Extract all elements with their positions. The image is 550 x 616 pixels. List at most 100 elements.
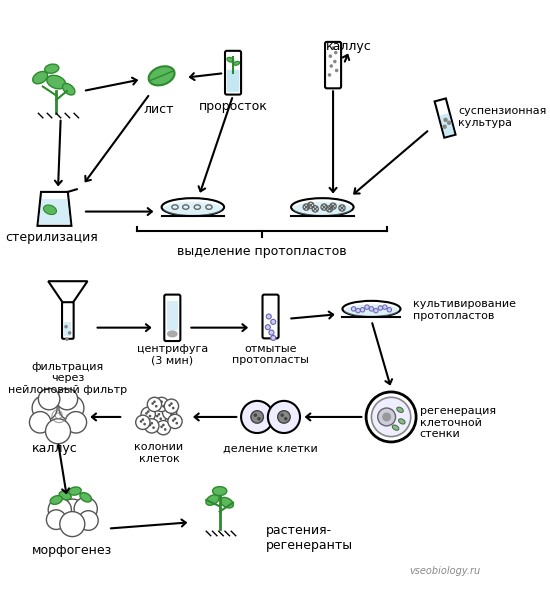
Circle shape [48,498,72,521]
Text: каллус: каллус [326,40,372,53]
Circle shape [32,395,57,421]
Circle shape [148,415,151,418]
Circle shape [145,412,148,415]
Circle shape [266,314,271,319]
Ellipse shape [162,198,224,216]
Text: морфогенез: морфогенез [32,544,112,557]
Circle shape [366,392,416,442]
Circle shape [378,306,383,310]
Ellipse shape [167,330,178,338]
Circle shape [145,419,159,433]
FancyBboxPatch shape [164,294,180,341]
Circle shape [170,413,173,416]
Circle shape [269,330,274,335]
Circle shape [351,307,356,311]
Ellipse shape [206,495,219,505]
Ellipse shape [148,67,174,86]
Polygon shape [64,322,72,336]
Ellipse shape [80,493,91,502]
Ellipse shape [59,491,71,500]
Text: отмытые
протопласты: отмытые протопласты [232,344,309,365]
Circle shape [271,319,276,325]
Circle shape [151,422,153,424]
Circle shape [74,497,97,521]
Circle shape [168,415,182,429]
Text: лист: лист [144,103,174,116]
Circle shape [373,309,378,313]
Circle shape [153,400,156,403]
Circle shape [257,417,261,421]
Text: выделение протопластов: выделение протопластов [177,246,346,259]
Circle shape [140,420,142,423]
Circle shape [443,118,448,122]
Circle shape [79,511,98,530]
Text: центрифуга
(3 мин): центрифуга (3 мин) [137,344,208,365]
Circle shape [172,407,174,410]
Circle shape [284,417,288,421]
Text: каллус: каллус [31,442,78,455]
Text: регенерация
клеточной
стенки: регенерация клеточной стенки [420,406,496,439]
FancyBboxPatch shape [227,70,239,92]
Circle shape [156,421,170,435]
Circle shape [365,305,369,309]
Circle shape [442,124,447,129]
Circle shape [147,397,162,411]
Circle shape [371,397,411,437]
FancyBboxPatch shape [262,294,279,338]
Circle shape [60,512,85,537]
Text: суспензионная
культура: суспензионная культура [458,106,547,128]
Ellipse shape [50,496,62,505]
Circle shape [268,401,300,433]
Circle shape [58,499,86,528]
Circle shape [147,410,150,413]
Polygon shape [167,301,178,330]
FancyBboxPatch shape [225,51,241,95]
Circle shape [335,68,338,72]
Ellipse shape [227,57,234,62]
Circle shape [164,428,167,431]
Circle shape [172,419,174,422]
Polygon shape [439,113,454,137]
Circle shape [155,397,169,411]
Circle shape [56,388,78,410]
Circle shape [148,424,151,426]
Text: стерилизация: стерилизация [6,231,98,244]
Circle shape [369,307,373,311]
Circle shape [65,411,86,433]
Circle shape [254,413,257,417]
Ellipse shape [344,304,399,317]
Circle shape [167,410,169,413]
FancyBboxPatch shape [62,302,74,339]
Ellipse shape [69,487,81,495]
Ellipse shape [392,425,399,431]
Ellipse shape [163,201,222,216]
Circle shape [162,424,165,426]
Ellipse shape [45,64,59,73]
Circle shape [328,54,332,58]
Circle shape [174,418,177,420]
Circle shape [328,73,331,77]
Circle shape [265,325,271,330]
Ellipse shape [32,71,48,84]
Ellipse shape [343,301,400,317]
Circle shape [378,408,395,426]
Circle shape [331,46,335,50]
Ellipse shape [220,497,233,508]
Circle shape [152,410,166,424]
Circle shape [158,402,161,405]
Circle shape [46,419,70,444]
Polygon shape [37,192,72,226]
Polygon shape [434,99,455,137]
Circle shape [156,415,158,418]
Circle shape [280,413,284,417]
FancyBboxPatch shape [325,42,341,88]
Circle shape [175,422,178,424]
Circle shape [160,400,163,403]
Ellipse shape [397,407,403,413]
Text: проросток: проросток [199,100,267,113]
Circle shape [151,402,154,405]
Circle shape [170,402,173,405]
Circle shape [278,411,290,423]
Circle shape [334,51,338,54]
Polygon shape [39,199,70,224]
